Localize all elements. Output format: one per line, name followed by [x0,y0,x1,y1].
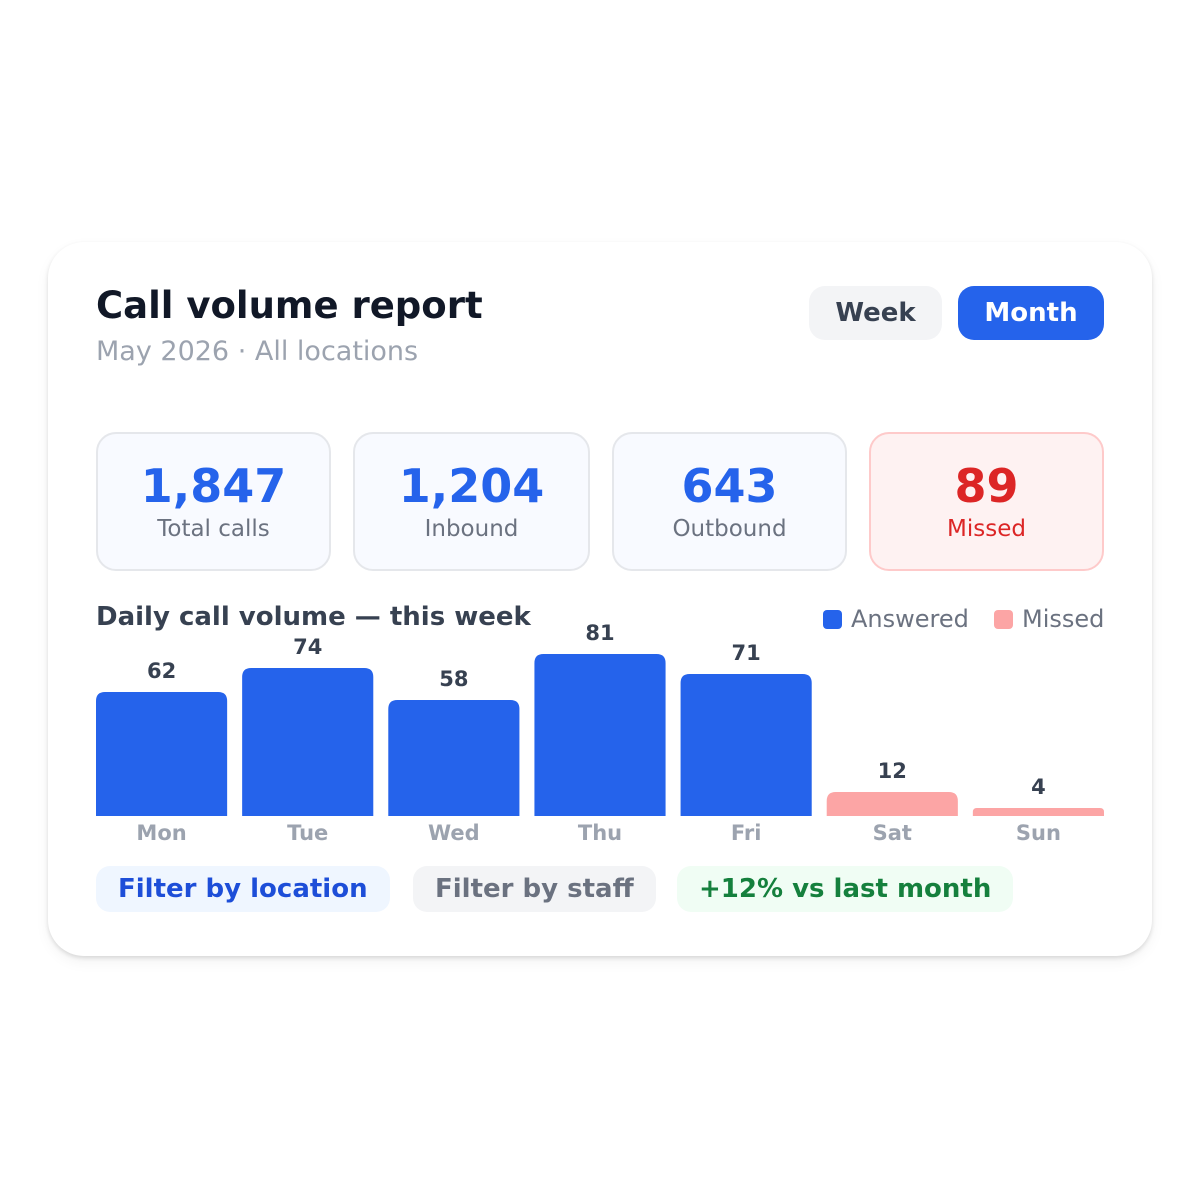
legend-answered-swatch [823,609,842,629]
bar-wed [388,700,520,816]
x-tick-label-wed: Wed [428,821,480,845]
trend-badge: +12% vs last month [677,866,1014,912]
legend-answered: Answered [823,604,969,634]
bar-chart: 62 Mon 74 Tue 58 Wed 81 Thu 71 Fri 12 Sat 4 Sun [96,621,1104,845]
bar-value-label-sat: 12 [878,759,907,783]
x-tick-label-sat: Sat [873,821,912,845]
stat-label-inbound: Inbound [424,516,519,542]
bar-thu [534,654,666,816]
bar-fri [680,674,812,816]
legend-missed-label: Missed [1022,605,1105,633]
x-tick-label-sun: Sun [1016,821,1061,845]
bar-tue [242,668,374,816]
page-title: Call volume report [96,284,483,327]
bar-value-label-fri: 71 [732,641,761,665]
report-card: Call volume report May 2026 · All locati… [48,242,1152,956]
legend-answered-label: Answered [851,605,969,633]
chart-title: Daily call volume — this week [96,602,531,632]
filter-by-staff-button[interactable]: Filter by staff [413,866,656,912]
bar-value-label-mon: 62 [147,659,176,683]
stat-card-outbound: 643 Outbound [612,432,847,571]
stat-card-missed: 89 Missed [869,432,1104,571]
stat-value-missed: 89 [954,459,1019,513]
x-tick-label-tue: Tue [287,821,328,845]
legend-missed: Missed [994,604,1104,634]
bar-mon [96,692,228,816]
x-tick-label-mon: Mon [136,821,186,845]
stat-value-inbound: 1,204 [398,459,545,513]
stat-label-outbound: Outbound [672,516,787,542]
bar-value-label-wed: 58 [439,667,468,691]
bar-value-label-tue: 74 [293,635,322,659]
x-tick-label-thu: Thu [578,821,622,845]
bar-sun [972,808,1104,816]
week-toggle-button[interactable]: Week [809,286,942,340]
stat-label-total-calls: Total calls [157,516,270,542]
month-toggle-button[interactable]: Month [958,286,1104,340]
x-tick-label-fri: Fri [731,821,762,845]
page-subtitle: May 2026 · All locations [96,336,419,367]
stat-value-total-calls: 1,847 [140,459,287,513]
stat-card-inbound: 1,204 Inbound [353,432,590,571]
bar-value-label-thu: 81 [585,621,614,645]
filter-by-location-button[interactable]: Filter by location [96,866,390,912]
bar-value-label-sun: 4 [1031,775,1046,799]
bar-sat [826,792,958,816]
stat-card-total-calls: 1,847 Total calls [96,432,331,571]
legend-missed-swatch [994,609,1013,629]
stat-label-missed: Missed [947,516,1026,542]
stat-value-outbound: 643 [681,459,778,513]
